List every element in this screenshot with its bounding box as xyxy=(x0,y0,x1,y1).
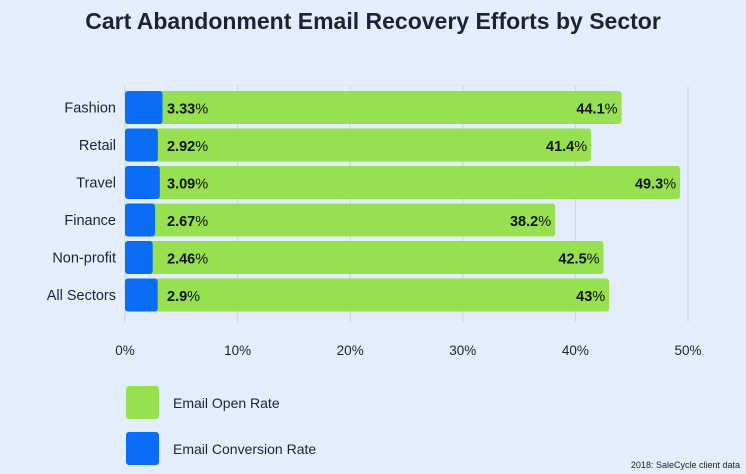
x-tick-label: 0% xyxy=(115,343,135,358)
legend-label-open-rate: Email Open Rate xyxy=(173,394,280,411)
legend-label-conversion-rate: Email Conversion Rate xyxy=(173,440,317,457)
bar-open-rate xyxy=(125,241,604,274)
bar-conversion-rate xyxy=(125,128,158,162)
data-label-open-rate: 43% xyxy=(576,289,605,305)
data-label-open-rate: 38.2% xyxy=(510,214,551,230)
data-label-conversion-rate: 2.9% xyxy=(167,289,200,305)
legend-item-conversion-rate: Email Conversion Rate xyxy=(126,432,316,465)
bar-open-rate xyxy=(125,91,622,124)
data-label-open-rate: 44.1% xyxy=(576,102,617,118)
category-label: All Sectors xyxy=(47,288,116,304)
bar-open-rate xyxy=(125,166,681,199)
category-label: Finance xyxy=(64,213,116,229)
x-tick-label: 40% xyxy=(562,343,589,358)
x-tick-label: 30% xyxy=(449,343,476,358)
data-label-conversion-rate: 2.46% xyxy=(167,252,208,268)
data-label-open-rate: 42.5% xyxy=(558,252,599,268)
bar-open-rate xyxy=(125,128,592,162)
data-label-open-rate: 41.4% xyxy=(546,139,587,155)
data-label-conversion-rate: 2.92% xyxy=(167,139,208,155)
legend-swatch-conversion-rate xyxy=(126,432,159,465)
data-label-conversion-rate: 2.67% xyxy=(167,214,208,230)
bar-conversion-rate xyxy=(125,241,153,274)
category-label: Retail xyxy=(79,138,116,154)
data-label-open-rate: 49.3% xyxy=(635,177,676,193)
bar-conversion-rate xyxy=(125,91,163,124)
bar-open-rate xyxy=(125,203,556,237)
data-label-conversion-rate: 3.33% xyxy=(167,102,208,118)
category-label: Non-profit xyxy=(52,251,116,267)
bar-conversion-rate xyxy=(125,166,160,199)
bar-conversion-rate xyxy=(125,278,158,312)
data-label-conversion-rate: 3.09% xyxy=(167,177,208,193)
bar-open-rate xyxy=(125,278,610,312)
chart-title: Cart Abandonment Email Recovery Efforts … xyxy=(85,8,661,34)
x-tick-label: 50% xyxy=(674,343,701,358)
category-label: Fashion xyxy=(64,101,116,117)
legend-swatch-open-rate xyxy=(126,386,159,419)
x-tick-label: 20% xyxy=(337,343,364,358)
bar-conversion-rate xyxy=(125,203,156,237)
x-tick-label: 10% xyxy=(224,343,251,358)
source-note: 2018: SaleCycle client data xyxy=(630,460,740,470)
category-label: Travel xyxy=(76,176,116,192)
legend-item-open-rate: Email Open Rate xyxy=(126,386,280,419)
